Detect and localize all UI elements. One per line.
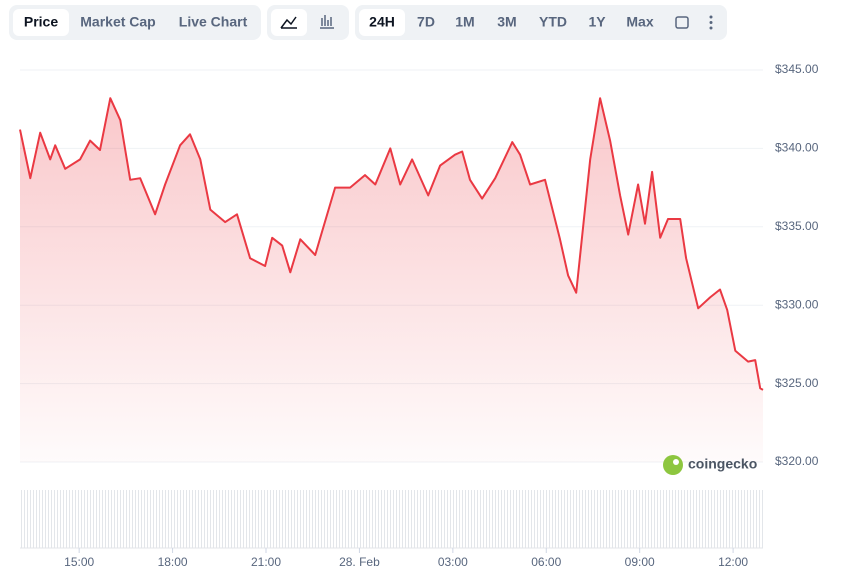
x-tick-label: 15:00 [64, 555, 94, 569]
x-tick-label: 21:00 [251, 555, 281, 569]
brand-logo [663, 455, 683, 475]
range[interactable]: 1M [455, 14, 474, 30]
y-tick-label: $330.00 [775, 297, 819, 311]
range[interactable]: Max [626, 14, 653, 30]
calendar-icon[interactable] [675, 16, 689, 29]
price-line [19, 97, 764, 391]
tab-group [9, 5, 261, 40]
range[interactable]: 3M [497, 14, 516, 30]
tab[interactable]: Price [24, 14, 58, 30]
range[interactable]: 7D [417, 14, 435, 30]
y-tick-label: $340.00 [775, 141, 819, 155]
x-tick-label: 18:00 [158, 555, 188, 569]
menu-icon[interactable] [709, 15, 713, 19]
range[interactable]: 24H [369, 14, 395, 30]
x-tick-label: 06:00 [531, 555, 561, 569]
range[interactable]: 1Y [588, 14, 606, 30]
y-tick-label: $345.00 [775, 62, 819, 76]
range[interactable]: YTD [539, 14, 567, 30]
candle-icon[interactable] [320, 15, 334, 29]
plot: $320.00 $325.00 $330.00 $335.00 $340.00 $345.… [19, 62, 819, 569]
tab[interactable]: Live Chart [179, 14, 248, 30]
range-selected [359, 9, 405, 36]
menu-icon [709, 21, 713, 24]
tab[interactable]: Market Cap [80, 14, 155, 30]
x-tick-label: 09:00 [625, 555, 655, 569]
y-tick-label: $335.00 [775, 219, 819, 233]
brand: coingecko [688, 456, 757, 472]
range-group [355, 5, 727, 40]
x-tick-label: 28. Feb [339, 555, 380, 569]
line-icon[interactable] [280, 16, 297, 29]
tab-selected [13, 9, 69, 36]
volume-backdrop [20, 490, 763, 548]
x-tick-label: 03:00 [438, 555, 468, 569]
y-tick-label: $320.00 [775, 454, 819, 468]
x-tick-label: 12:00 [718, 555, 748, 569]
y-tick-label: $325.00 [775, 376, 819, 390]
brand-logo-eye [673, 459, 679, 465]
menu-icon [709, 26, 713, 30]
